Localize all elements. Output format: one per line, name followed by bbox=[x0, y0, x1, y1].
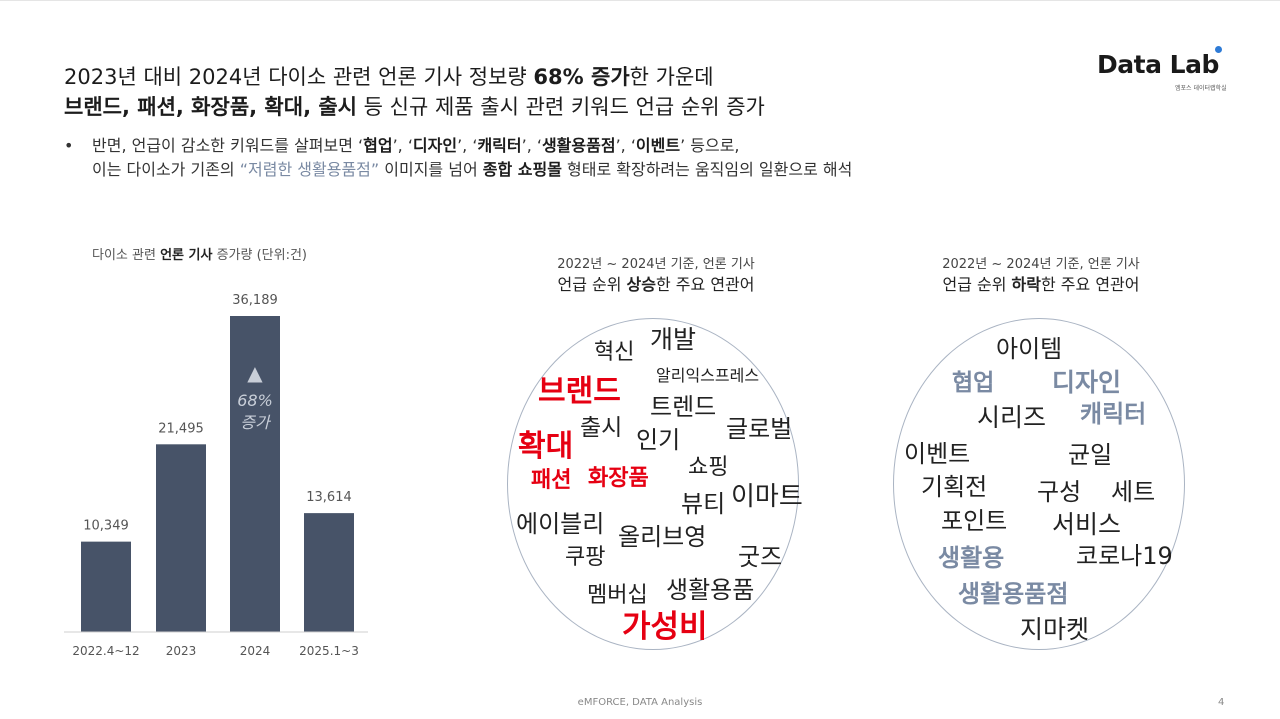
bullet-icon: • bbox=[64, 136, 74, 155]
falling-word-2: 디자인 bbox=[1052, 368, 1122, 397]
rising-word-12: 뷰티 bbox=[681, 490, 726, 518]
logo-subtitle: 엠포스 데이터랩학실 bbox=[1175, 85, 1227, 92]
bullet-line-1: 반면, 언급이 감소한 키워드를 살펴보면 ‘협업’, ‘디자인’, ‘캐릭터’… bbox=[92, 136, 740, 155]
category-label-3: 2025.1~3 bbox=[299, 644, 359, 658]
falling-word-1: 협업 bbox=[952, 370, 995, 396]
category-label-1: 2023 bbox=[166, 644, 197, 658]
rising-word-4: 트렌드 bbox=[650, 393, 717, 421]
falling-word-14: 생활용품점 bbox=[958, 580, 1069, 608]
rising-word-11: 화장품 bbox=[588, 466, 649, 491]
headline-emphasis: 68% 증가 bbox=[533, 65, 630, 89]
page-number: 4 bbox=[1218, 697, 1225, 708]
chart-title: 다이소 관련 언론 기사 증가량 (단위:건) bbox=[92, 248, 308, 263]
category-label-0: 2022.4~12 bbox=[72, 644, 139, 658]
rising-word-18: 멤버십 bbox=[587, 583, 648, 608]
falling-word-12: 생활용 bbox=[938, 544, 1005, 572]
footer-credit: eMFORCE, DATA Analysis bbox=[577, 697, 703, 708]
falling-word-4: 캐릭터 bbox=[1080, 400, 1147, 428]
bar-1 bbox=[156, 444, 206, 632]
annotation-text: 증가 bbox=[240, 413, 272, 432]
falling-word-10: 포인트 bbox=[941, 507, 1008, 535]
falling-word-9: 세트 bbox=[1111, 478, 1156, 506]
rising-word-17: 굿즈 bbox=[738, 543, 783, 571]
falling-word-15: 지마켓 bbox=[1020, 615, 1090, 644]
annotation-percent: 68% bbox=[237, 391, 273, 410]
value-label-2: 36,189 bbox=[232, 293, 278, 308]
falling-word-3: 시리즈 bbox=[977, 403, 1047, 432]
bar-0 bbox=[81, 541, 131, 632]
falling-word-0: 아이템 bbox=[996, 335, 1063, 363]
headline-line-1: 2023년 대비 2024년 다이소 관련 언론 기사 정보량 68% 증가한 … bbox=[64, 65, 714, 89]
bar-2 bbox=[230, 316, 280, 632]
falling-cloud-title: 2022년 ~ 2024년 기준, 언론 기사 언급 순위 하락한 주요 연관어 bbox=[942, 257, 1140, 294]
rising-word-7: 인기 bbox=[636, 426, 681, 454]
falling-word-11: 서비스 bbox=[1052, 510, 1122, 539]
bullet-line-2: 이는 다이소가 기존의 “저렴한 생활용품점” 이미지를 넘어 종합 쇼핑몰 형… bbox=[92, 160, 853, 179]
falling-word-13: 코로나19 bbox=[1076, 542, 1173, 570]
rising-cloud-circle bbox=[507, 318, 799, 650]
rising-word-19: 생활용품 bbox=[666, 576, 755, 604]
value-label-1: 21,495 bbox=[158, 421, 204, 436]
rising-word-20: 가성비 bbox=[622, 609, 708, 645]
data-lab-logo: Data Lab 엠포스 데이터랩학실 bbox=[1097, 46, 1237, 100]
rising-word-15: 올리브영 bbox=[618, 523, 707, 551]
rising-word-13: 이마트 bbox=[731, 482, 803, 512]
falling-word-8: 구성 bbox=[1037, 478, 1082, 506]
rising-word-6: 글로벌 bbox=[726, 415, 793, 443]
rising-word-2: 알리익스프레스 bbox=[656, 366, 760, 385]
rising-word-5: 출시 bbox=[580, 415, 623, 441]
rising-word-16: 쿠팡 bbox=[565, 545, 606, 570]
value-label-0: 10,349 bbox=[83, 519, 129, 534]
rising-word-8: 확대 bbox=[518, 429, 574, 464]
headline-line-2: 브랜드, 패션, 화장품, 확대, 출시 등 신규 제품 출시 관련 키워드 언… bbox=[64, 95, 765, 119]
value-label-3: 13,614 bbox=[306, 490, 352, 505]
headline: 2023년 대비 2024년 다이소 관련 언론 기사 정보량 68% 증가한 … bbox=[64, 62, 765, 122]
increase-arrow-icon: ▲ bbox=[247, 361, 263, 385]
falling-word-5: 이벤트 bbox=[904, 440, 971, 468]
rising-word-0: 혁신 bbox=[594, 340, 635, 365]
category-label-2: 2024 bbox=[240, 644, 271, 658]
bar-3 bbox=[304, 513, 354, 632]
rising-word-10: 패션 bbox=[531, 468, 572, 493]
top-divider bbox=[0, 0, 1280, 1]
headline-keywords: 브랜드, 패션, 화장품, 확대, 출시 bbox=[64, 95, 357, 119]
rising-word-14: 에이블리 bbox=[516, 510, 605, 538]
rising-word-3: 브랜드 bbox=[538, 374, 621, 409]
rising-word-1: 개발 bbox=[650, 325, 697, 354]
rising-cloud-title: 2022년 ~ 2024년 기준, 언론 기사 언급 순위 상승한 주요 연관어 bbox=[557, 257, 755, 294]
bar-chart: 10,349 2022.4~12 21,495 2023 36,189 2024 ▲ 68% 증… bbox=[64, 293, 368, 658]
falling-word-6: 균일 bbox=[1068, 441, 1113, 469]
falling-word-7: 기획전 bbox=[921, 473, 988, 501]
falling-cloud-circle bbox=[893, 318, 1185, 650]
logo-dot-icon bbox=[1215, 46, 1222, 53]
rising-word-9: 쇼핑 bbox=[688, 455, 729, 480]
logo-text: Data Lab bbox=[1097, 50, 1219, 79]
